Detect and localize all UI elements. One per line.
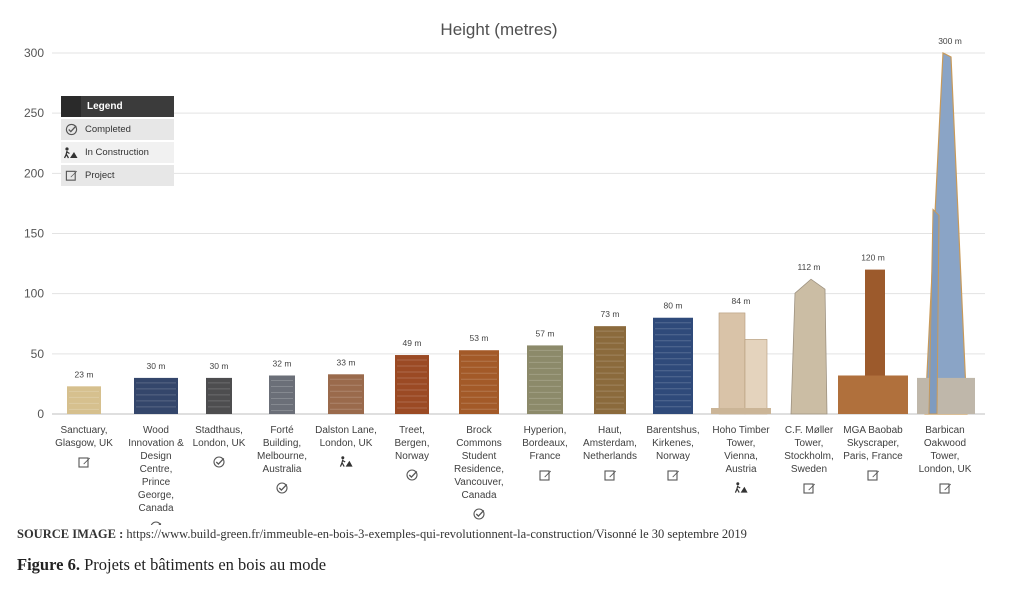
category-label: Barbican Oakwood Tower, London, UK (919, 425, 972, 475)
construction-icon (61, 142, 81, 163)
y-tick-label: 50 (31, 347, 45, 361)
y-tick-label: 200 (24, 166, 44, 180)
construction-icon (734, 482, 748, 493)
bar-building (395, 355, 429, 414)
y-axis: 0 50 100 150 200 250 300 (24, 46, 44, 421)
category-label: Hoho Timber Tower, Vienna, Austria (712, 425, 770, 475)
value-label: 80 m (664, 301, 683, 311)
bar-base (917, 377, 975, 414)
bar-building (67, 386, 101, 414)
legend-label: In Construction (85, 147, 149, 158)
building-labels: 23 m Sanctuary, Glasgow, UK 30 m Wood Innovat… (55, 36, 972, 525)
category-label: Wood Innovation & Design Centre, Prince Georg… (128, 425, 184, 514)
bar-building (594, 326, 626, 414)
value-label: 30 m (210, 361, 229, 371)
check-icon (473, 508, 485, 520)
edit-icon (539, 470, 551, 481)
category-label: Forté Building, Melbourne, Australia (257, 425, 307, 475)
figure-caption: Figure 6. Projets et bâtiments en bois a… (17, 555, 326, 575)
bar-building (718, 312, 746, 415)
building-bars (67, 52, 975, 415)
value-label: 84 m (732, 296, 751, 306)
bar-base (711, 408, 771, 414)
legend-item-completed: Completed (61, 119, 174, 140)
value-label: 73 m (601, 309, 620, 319)
edit-icon (604, 470, 616, 481)
bar-building (269, 375, 295, 414)
bar-building-annex (744, 339, 768, 415)
category-label: Sanctuary, Glasgow, UK (55, 425, 113, 449)
edit-icon (667, 470, 679, 481)
figure-title: Projets et bâtiments en bois au mode (84, 555, 327, 574)
category-label: C.F. Møller Tower, Stockholm, Sweden (784, 425, 834, 475)
check-icon (150, 521, 162, 525)
bar-side-tower (928, 208, 940, 415)
y-tick-label: 0 (37, 407, 44, 421)
legend-header: Legend (61, 96, 174, 117)
bar-building (790, 278, 828, 415)
edit-icon (803, 483, 815, 494)
y-tick-label: 100 (24, 287, 44, 301)
check-icon (61, 119, 81, 140)
legend-title: Legend (87, 101, 123, 112)
category-label: Brock Commons Student Residence, Vancouver, C… (454, 425, 504, 501)
value-label: 49 m (403, 338, 422, 348)
height-chart: Height (metres) 0 50 100 150 200 250 300 23 m S… (24, 20, 985, 525)
value-label: 23 m (75, 369, 94, 379)
legend-label: Project (85, 170, 115, 181)
value-label: 32 m (273, 358, 292, 368)
y-tick-label: 150 (24, 227, 44, 241)
bar-building (653, 317, 693, 414)
edit-icon (78, 457, 90, 468)
category-label: Dalston Lane, London, UK (315, 425, 377, 449)
check-icon (406, 469, 418, 481)
value-label: 112 m (798, 262, 821, 272)
source-label: SOURCE IMAGE : (17, 527, 124, 541)
value-label: 30 m (147, 361, 166, 371)
legend-item-construction: In Construction (61, 142, 174, 163)
bar-building (206, 377, 232, 414)
value-label: 120 m (861, 253, 885, 263)
chart-title: Height (metres) (440, 20, 557, 39)
category-label: Haut, Amsterdam, Netherlands (583, 425, 637, 462)
check-icon (213, 456, 225, 468)
construction-icon (339, 456, 353, 467)
value-label: 33 m (337, 357, 356, 367)
legend-item-project: Project (61, 165, 174, 186)
y-tick-label: 250 (24, 106, 44, 120)
check-icon (276, 482, 288, 494)
bar-building (328, 374, 364, 414)
value-label: 57 m (536, 328, 555, 338)
legend: Legend Completed In Construction Project (61, 96, 174, 186)
bar-building (527, 345, 563, 414)
legend-label: Completed (85, 124, 131, 135)
category-label: Hyperion, Bordeaux, France (522, 425, 568, 462)
value-label: 300 m (938, 36, 962, 46)
category-label: Stadthaus, London, UK (193, 425, 246, 449)
edit-icon (61, 165, 81, 186)
edit-icon (939, 483, 951, 494)
bar-building (134, 377, 178, 414)
source-url: https://www.build-green.fr/immeuble-en-b… (126, 527, 747, 541)
category-label: Barentshus, Kirkenes, Norway (646, 425, 699, 462)
category-label: Treet, Bergen, Norway (394, 425, 429, 462)
bar-building (459, 350, 499, 414)
source-line: SOURCE IMAGE : https://www.build-green.f… (17, 527, 747, 542)
figure-number: Figure 6. (17, 555, 80, 574)
y-tick-label: 300 (24, 46, 44, 60)
bar-base (838, 375, 908, 414)
grid-lines (52, 52, 985, 415)
value-label: 53 m (470, 333, 489, 343)
category-label: MGA Baobab Skyscraper, Paris, France (843, 425, 903, 462)
edit-icon (867, 470, 879, 481)
